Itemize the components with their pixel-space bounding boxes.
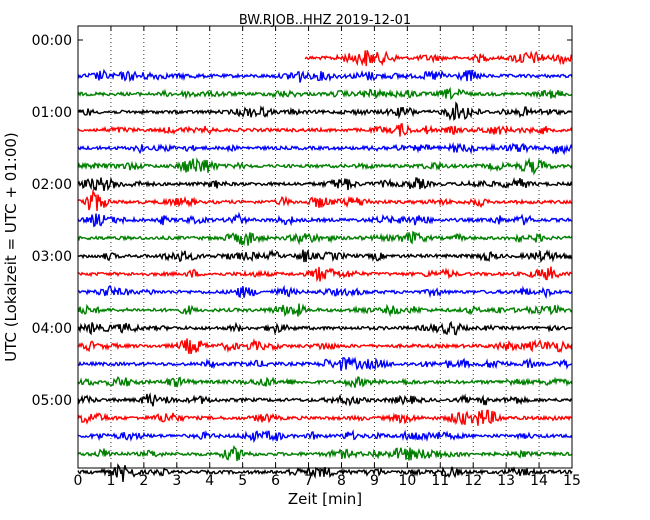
x-tick-label: 14 <box>530 473 548 489</box>
trace-00:15 <box>77 68 573 83</box>
trace-01:45 <box>77 176 573 192</box>
trace-02:30 <box>77 230 573 247</box>
trace-01:00 <box>77 122 573 137</box>
trace-group <box>77 50 573 482</box>
x-tick-label: 11 <box>431 473 449 489</box>
x-tick-label: 1 <box>106 473 115 489</box>
trace-04:45 <box>77 392 573 407</box>
y-tick-label: 02:00 <box>32 177 72 193</box>
trace-01:30 <box>77 156 573 176</box>
trace-04:00 <box>77 337 573 355</box>
trace-05:15 <box>77 429 573 444</box>
x-tick-label: 9 <box>370 473 379 489</box>
y-tick-label: 05:00 <box>32 393 72 409</box>
trace-05:45 <box>77 463 573 482</box>
plot-frame <box>77 25 573 469</box>
trace-05:00 <box>77 409 573 426</box>
x-tick-label: 8 <box>337 473 346 489</box>
trace-05:30 <box>77 444 573 462</box>
y-axis: 00:00 01:00 02:00 03:00 04:00 05:00 <box>32 33 572 409</box>
x-tick-label: 2 <box>139 473 148 489</box>
x-tick-label: 15 <box>563 473 581 489</box>
trace-00:45 <box>77 101 573 121</box>
trace-02:45 <box>77 248 573 263</box>
trace-03:30 <box>77 303 573 318</box>
x-axis: 0 1 2 3 4 5 6 7 8 9 10 11 12 13 14 15 <box>74 26 581 489</box>
grid-lines <box>110 26 540 468</box>
trace-00:30 <box>77 86 573 100</box>
y-tick-label: 04:00 <box>32 321 72 337</box>
x-tick-label: 5 <box>238 473 247 489</box>
chart-title: BW.RJOB..HHZ 2019-12-01 <box>239 13 411 28</box>
trace-03:00 <box>77 266 573 283</box>
x-tick-label: 13 <box>497 473 515 489</box>
trace-02:00 <box>77 189 573 212</box>
x-tick-label: 10 <box>398 473 416 489</box>
y-tick-label: 03:00 <box>32 249 72 265</box>
trace-01:15 <box>77 141 573 156</box>
trace-03:45 <box>77 320 573 336</box>
x-tick-label: 3 <box>172 473 181 489</box>
trace-04:15 <box>77 356 573 371</box>
x-tick-label: 7 <box>304 473 313 489</box>
x-tick-label: 6 <box>271 473 280 489</box>
trace-03:15 <box>77 284 573 300</box>
x-tick-label: 12 <box>464 473 482 489</box>
trace-00:00 <box>304 50 573 67</box>
trace-02:15 <box>77 211 573 228</box>
y-axis-label: UTC (Lokalzeit = UTC + 01:00) <box>2 132 20 362</box>
y-tick-label: 01:00 <box>32 105 72 121</box>
x-axis-label: Zeit [min] <box>288 490 362 508</box>
x-tick-label: 0 <box>74 473 83 489</box>
x-tick-label: 4 <box>205 473 214 489</box>
trace-04:30 <box>77 375 573 389</box>
y-tick-label: 00:00 <box>32 33 72 49</box>
